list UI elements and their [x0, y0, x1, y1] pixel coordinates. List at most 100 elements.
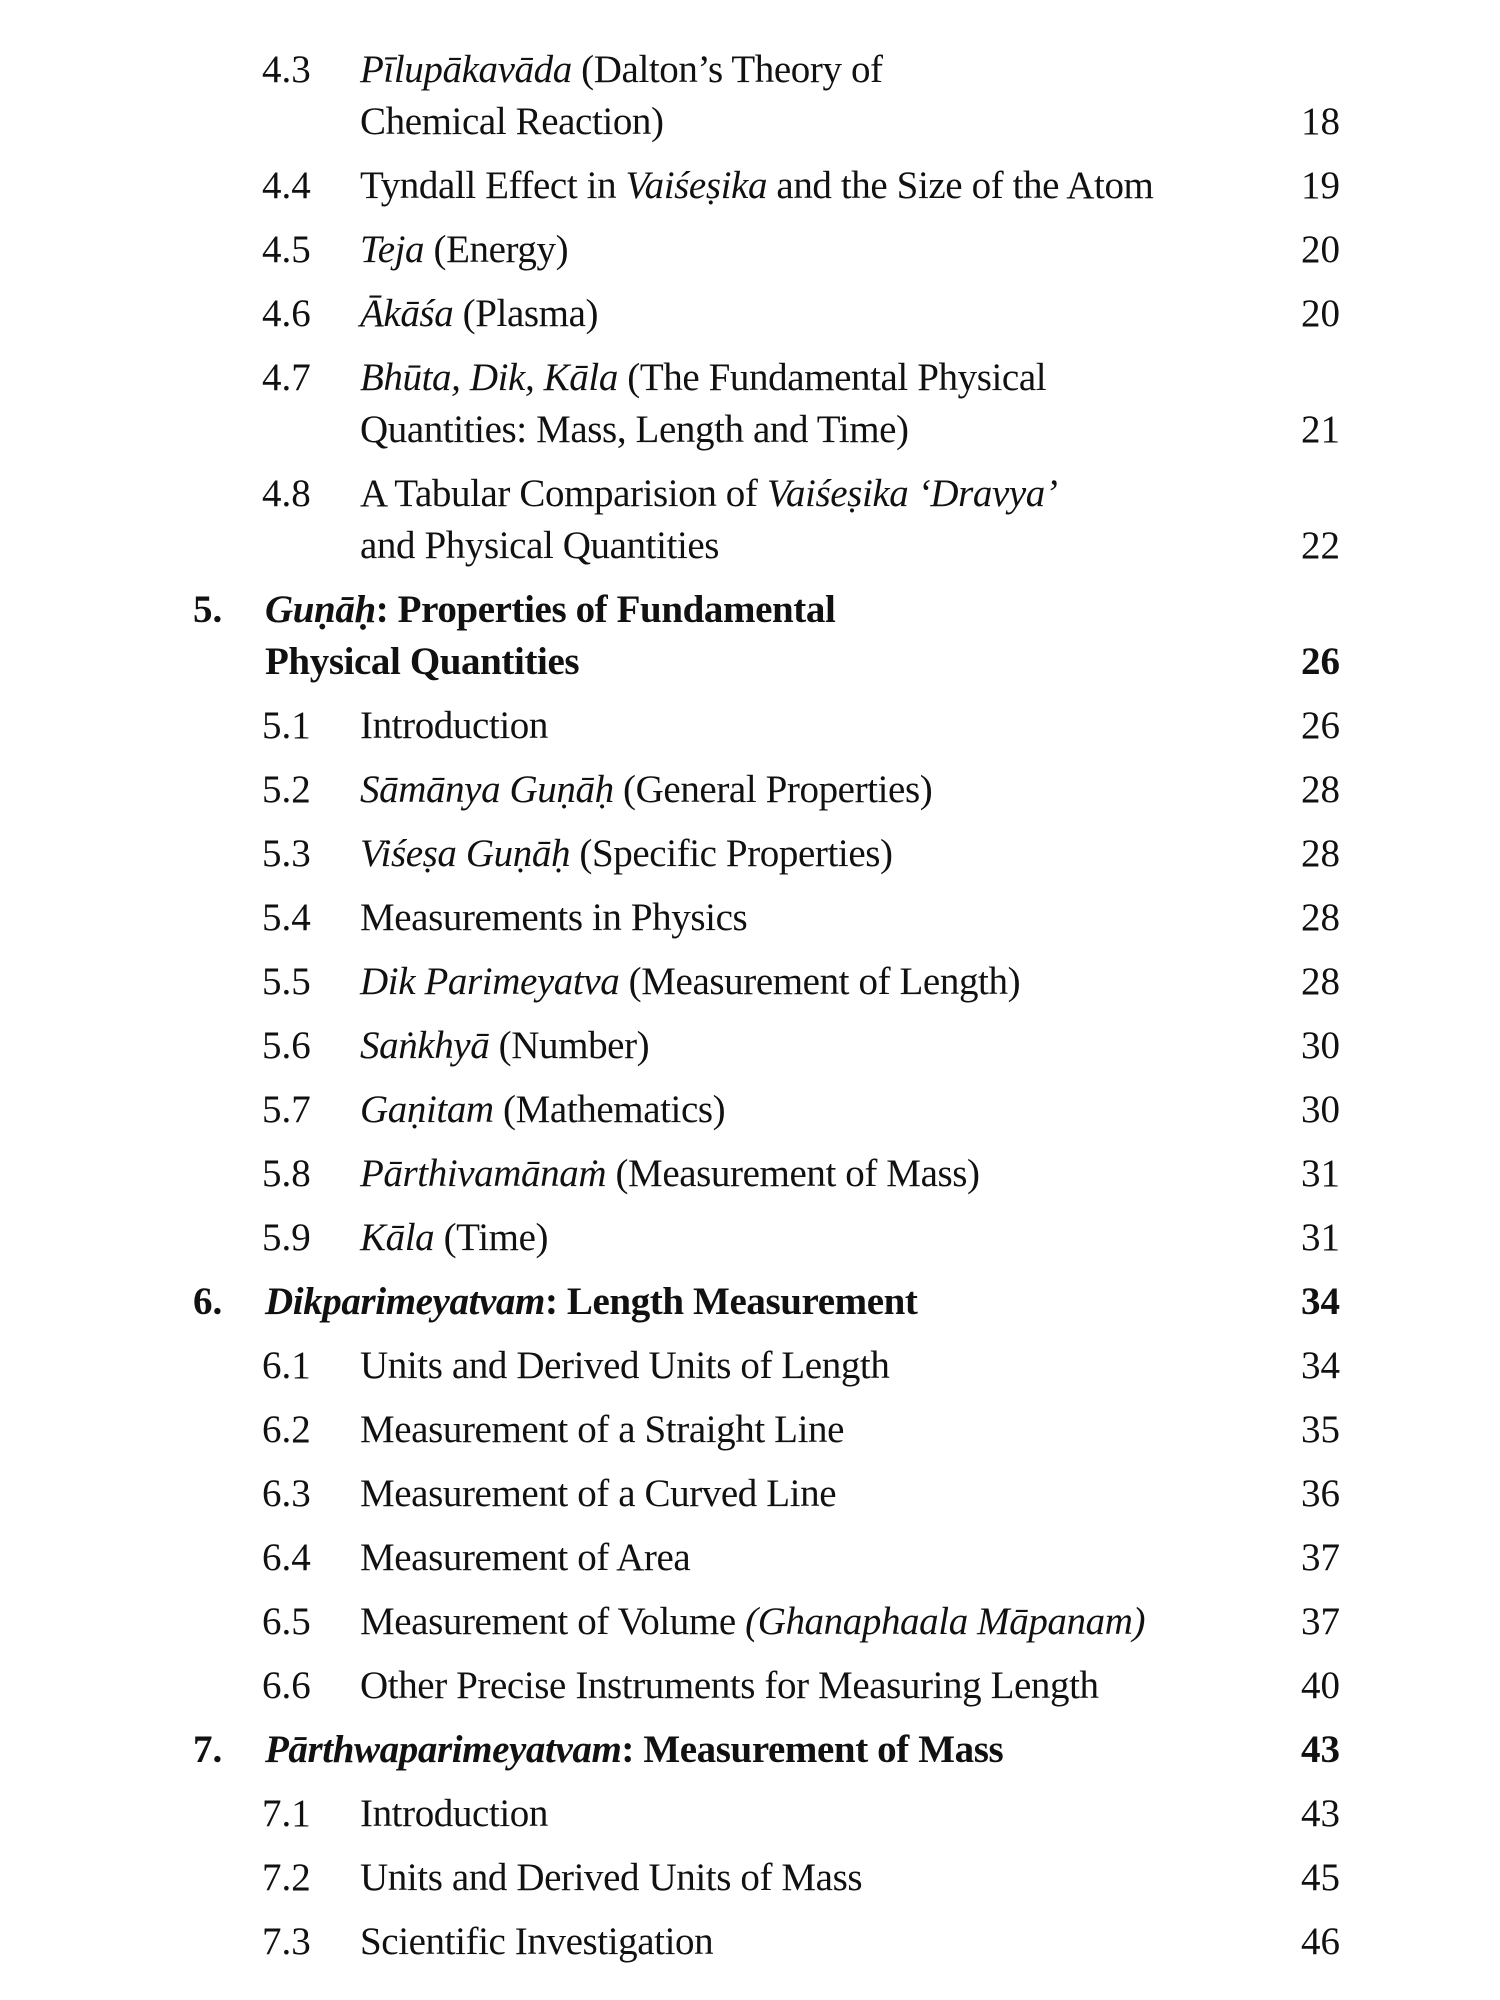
title-text: Introduction [360, 1792, 548, 1835]
entry-title-line: Pīlupākavāda (Dalton’s Theory of [360, 44, 1500, 96]
title-text: Physical Quantities [265, 640, 580, 683]
entry-number: 6. [193, 1280, 223, 1323]
entry-title-line: Introduction [360, 1788, 1500, 1840]
title-italic-text: (Ghanaphaala Māpanam) [745, 1600, 1146, 1643]
toc-section-entry: 6.1 Units and Derived Units of Length 34 [0, 1340, 1500, 1392]
title-text: (Mathematics) [493, 1088, 726, 1131]
entry-number: 5.5 [262, 960, 311, 1003]
entry-title-line: Scientific Investigation [360, 1916, 1500, 1968]
entry-number: 5.9 [262, 1216, 311, 1259]
toc-section-entry: 4.4 Tyndall Effect in Vaiśeṣika and the S… [0, 160, 1500, 212]
title-italic-text: Pīlupākavāda [360, 48, 572, 91]
toc-section-entry: 4.8 A Tabular Comparision of Vaiśeṣika ‘D… [0, 468, 1500, 572]
page-number: 19 [1301, 164, 1340, 207]
toc-section-entry: 5.3 Viśeṣa Guṇāḥ (Specific Properties) 28 [0, 828, 1500, 880]
title-text: Quantities: Mass, Length and Time) [360, 408, 909, 451]
title-italic-text: Saṅkhyā [360, 1024, 490, 1067]
page-number: 36 [1301, 1472, 1340, 1515]
entry-title-line: Units and Derived Units of Length [360, 1340, 1500, 1392]
title-text: (The Fundamental Physical [617, 356, 1047, 399]
page-number: 26 [1301, 640, 1340, 683]
toc-section-entry: 4.6 Ākāśa (Plasma) 20 [0, 288, 1500, 340]
title-italic-text: Vaiśeṣika [625, 164, 768, 207]
table-of-contents: 4.3 Pīlupākavāda (Dalton’s Theory of Chemi… [0, 44, 1500, 1980]
entry-title-line: Ākāśa (Plasma) [360, 288, 1500, 340]
title-text: Chemical Reaction) [360, 100, 664, 143]
entry-title-line: Measurement of Volume (Ghanaphaala Māpan… [360, 1596, 1500, 1648]
entry-title-line: Dik Parimeyatva (Measurement of Length) [360, 956, 1500, 1008]
entry-number: 6.6 [262, 1664, 311, 1707]
page-number: 45 [1301, 1856, 1340, 1899]
toc-chapter-entry: 7. Pārthwaparimeyatvam: Measurement of Ma… [0, 1724, 1500, 1776]
title-text: Measurement of a Straight Line [360, 1408, 845, 1451]
title-text: Measurement of a Curved Line [360, 1472, 837, 1515]
title-text: (Number) [489, 1024, 650, 1067]
entry-title-line: Sāmānya Guṇāḥ (General Properties) [360, 764, 1500, 816]
toc-chapter-entry: 6. Dikparimeyatvam: Length Measurement 34 [0, 1276, 1500, 1328]
page-number: 31 [1301, 1152, 1340, 1195]
entry-number: 6.3 [262, 1472, 311, 1515]
page-number: 20 [1301, 292, 1340, 335]
toc-section-entry: 5.1 Introduction 26 [0, 700, 1500, 752]
entry-number: 6.2 [262, 1408, 311, 1451]
title-italic-text: Bhūta, Dik, Kāla [360, 356, 618, 399]
title-italic-text: Pārthwaparimeyatvam [265, 1728, 622, 1771]
page-number: 35 [1301, 1408, 1340, 1451]
entry-title-line: Quantities: Mass, Length and Time) [360, 404, 1500, 456]
entry-title-line: Kāla (Time) [360, 1212, 1500, 1264]
toc-section-entry: 7.1 Introduction 43 [0, 1788, 1500, 1840]
entry-number: 5.6 [262, 1024, 311, 1067]
title-text: A Tabular Comparision of [360, 472, 767, 515]
entry-number: 4.5 [262, 228, 311, 271]
page-number: 28 [1301, 832, 1340, 875]
page-number: 21 [1301, 408, 1340, 451]
toc-section-entry: 5.5 Dik Parimeyatva (Measurement of Lengt… [0, 956, 1500, 1008]
title-text: : Length Measurement [544, 1280, 918, 1323]
title-text: (Time) [434, 1216, 549, 1259]
entry-title-line: Measurement of a Curved Line [360, 1468, 1500, 1520]
title-italic-text: Ākāśa [360, 292, 454, 335]
page-number: 37 [1301, 1600, 1340, 1643]
title-text: Measurement of Volume [360, 1600, 746, 1643]
entry-title-line: Tyndall Effect in Vaiśeṣika and the Size… [360, 160, 1500, 212]
entry-title-line: Pārthwaparimeyatvam: Measurement of Mass [265, 1724, 1500, 1776]
entry-number: 4.6 [262, 292, 311, 335]
entry-title-line: Measurements in Physics [360, 892, 1500, 944]
entry-title-line: Guṇāḥ: Properties of Fundamental [265, 584, 1500, 636]
toc-section-entry: 5.7 Gaṇitam (Mathematics) 30 [0, 1084, 1500, 1136]
toc-section-entry: 6.4 Measurement of Area 37 [0, 1532, 1500, 1584]
title-text: (Plasma) [453, 292, 599, 335]
title-text: Units and Derived Units of Length [360, 1344, 890, 1387]
page-number: 31 [1301, 1216, 1340, 1259]
page-number: 26 [1301, 704, 1340, 747]
entry-title-line: Measurement of a Straight Line [360, 1404, 1500, 1456]
toc-section-entry: 4.5 Teja (Energy) 20 [0, 224, 1500, 276]
entry-title-line: Viśeṣa Guṇāḥ (Specific Properties) [360, 828, 1500, 880]
entry-number: 7. [193, 1728, 223, 1771]
page-number: 22 [1301, 524, 1340, 567]
toc-section-entry: 5.4 Measurements in Physics 28 [0, 892, 1500, 944]
title-text: Scientific Investigation [360, 1920, 714, 1963]
title-text: (Dalton’s Theory of [571, 48, 883, 91]
title-text: Measurement of Area [360, 1536, 691, 1579]
page-number: 20 [1301, 228, 1340, 271]
toc-section-entry: 7.3 Scientific Investigation 46 [0, 1916, 1500, 1968]
title-italic-text: Dikparimeyatvam [265, 1280, 545, 1323]
title-text: (Energy) [424, 228, 569, 271]
entry-number: 7.1 [262, 1792, 311, 1835]
page-number: 40 [1301, 1664, 1340, 1707]
entry-title-line: Units and Derived Units of Mass [360, 1852, 1500, 1904]
page-number: 28 [1301, 960, 1340, 1003]
page-number: 34 [1301, 1280, 1340, 1323]
title-text: : Properties of Fundamental [375, 588, 836, 631]
entry-title-line: Teja (Energy) [360, 224, 1500, 276]
entry-number: 5.8 [262, 1152, 311, 1195]
toc-section-entry: 5.8 Pārthivamānaṁ (Measurement of Mass) 31 [0, 1148, 1500, 1200]
title-italic-text: Sāmānya Guṇāḥ [360, 768, 614, 811]
title-italic-text: Pārthivamānaṁ [360, 1152, 607, 1195]
title-italic-text: Guṇāḥ [265, 588, 376, 631]
title-text: (General Properties) [613, 768, 933, 811]
title-text: and the Size of the Atom [767, 164, 1154, 207]
entry-title-line: Dikparimeyatvam: Length Measurement [265, 1276, 1500, 1328]
toc-section-entry: 5.6 Saṅkhyā (Number) 30 [0, 1020, 1500, 1072]
